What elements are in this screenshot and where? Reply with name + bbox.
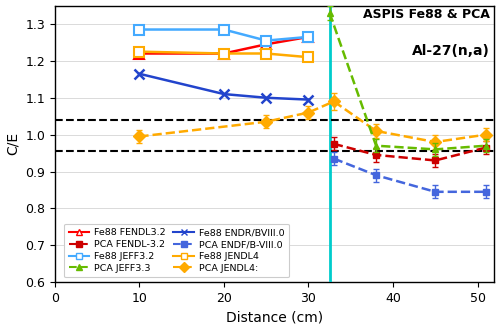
Y-axis label: C/E: C/E [6, 132, 20, 155]
X-axis label: Distance (cm): Distance (cm) [226, 311, 323, 324]
Text: ASPIS Fe88 & PCA: ASPIS Fe88 & PCA [363, 8, 490, 21]
Legend: Fe88 FENDL3.2, PCA FENDL-3.2, Fe88 JEFF3.2, PCA JEFF3.3, Fe88 ENDR/BVIII.0, PCA : Fe88 FENDL3.2, PCA FENDL-3.2, Fe88 JEFF3… [64, 223, 289, 278]
Text: Al-27(n,a): Al-27(n,a) [412, 44, 490, 58]
